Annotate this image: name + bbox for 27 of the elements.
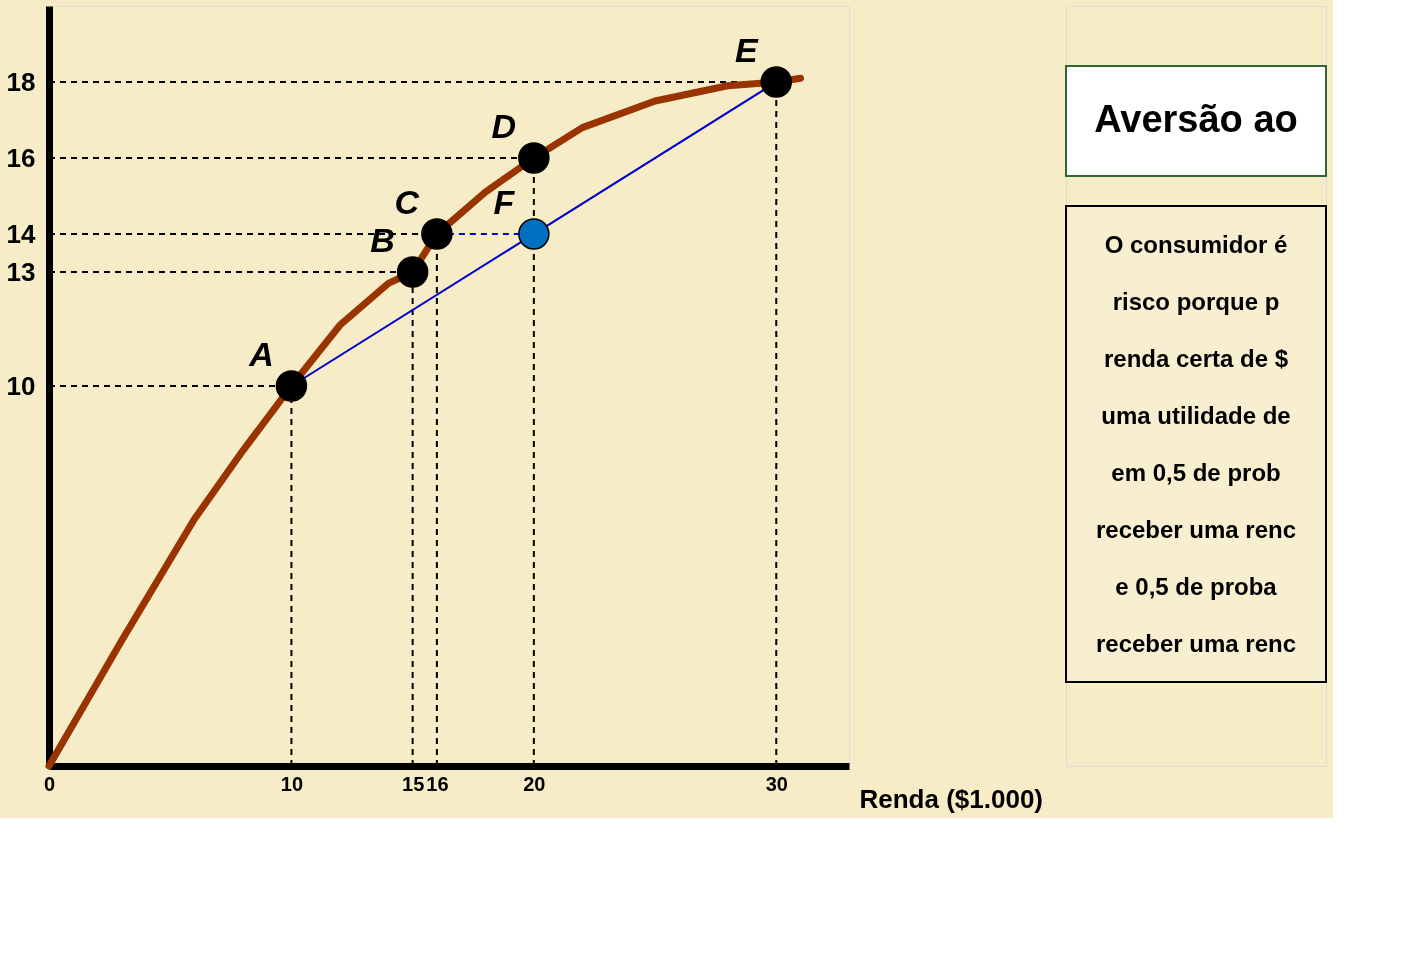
x-tick-label: 16 [426, 772, 449, 795]
text: renda certa de $ [1103, 345, 1289, 372]
annotation: E [734, 31, 759, 69]
annotation: A [248, 335, 274, 373]
y-tick-label: 10 [6, 370, 36, 401]
text: uma utilidade de [1101, 402, 1291, 429]
x-axis-title: Renda ($1.000) [859, 783, 1044, 814]
text: receber uma renc [1095, 516, 1297, 543]
text: e 0,5 de proba [1115, 573, 1278, 600]
x-tick-label: 20 [523, 772, 546, 795]
y-tick-label: 16 [6, 142, 36, 173]
text: Aversão ao [1094, 98, 1298, 140]
x-tick-label: 0 [43, 772, 56, 795]
annotation: D [491, 107, 517, 145]
x-tick-label: 10 [280, 772, 304, 795]
y-tick-label: 13 [6, 256, 36, 287]
annotation: B [370, 221, 395, 259]
text: em 0,5 de prob [1111, 459, 1281, 486]
y-tick-label: 14 [6, 218, 37, 249]
annotation: C [394, 183, 420, 221]
x-tick-label: 15 [402, 772, 425, 795]
x-tick-label: 30 [765, 772, 788, 795]
text: risco porque p [1112, 288, 1280, 315]
text: receber uma renc [1095, 630, 1297, 657]
text: O consumidor é [1104, 231, 1288, 258]
y-tick-label: 18 [6, 66, 36, 97]
annotation: F [493, 183, 516, 221]
